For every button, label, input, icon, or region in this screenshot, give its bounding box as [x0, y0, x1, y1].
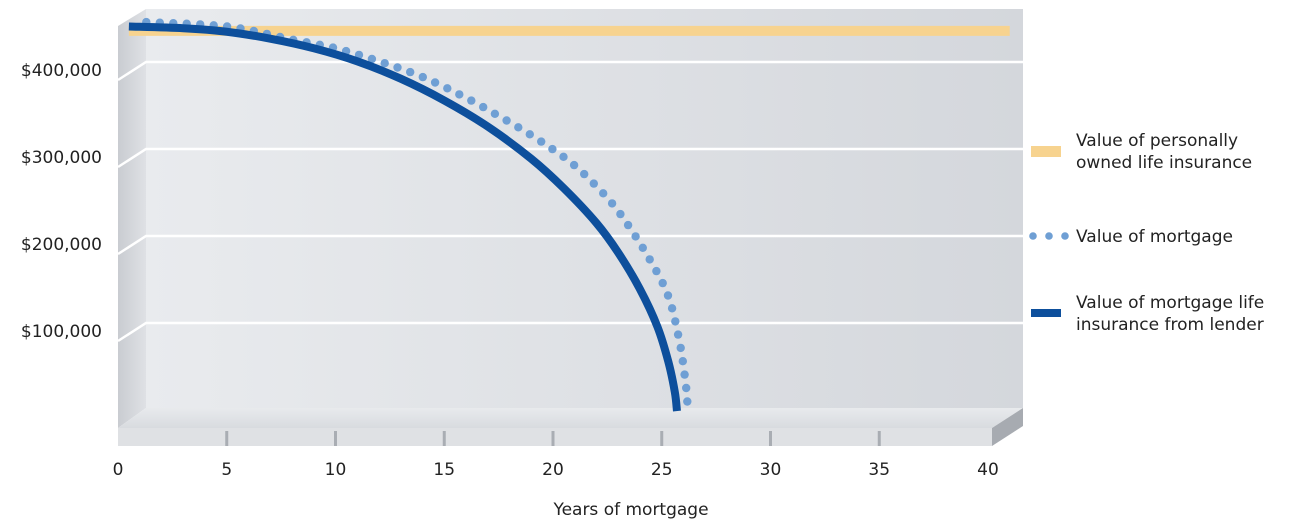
mortgage-value-dot — [599, 189, 608, 198]
floor-front-edge — [118, 428, 992, 446]
legend: Value of personally owned life insurance… — [1029, 131, 1270, 335]
mortgage-value-dot — [406, 67, 415, 77]
x-tick-label: 0 — [113, 460, 124, 480]
mortgage-value-dot — [678, 357, 687, 366]
legend-dot — [1045, 232, 1053, 240]
mortgage-value-dot — [479, 102, 488, 112]
mortgage-value-dot — [548, 144, 557, 154]
legend-item-personally-owned: Value of personally owned life insurance — [1031, 131, 1252, 173]
x-tick-label: 15 — [433, 460, 455, 480]
mortgage-value-dot — [430, 78, 440, 87]
mortgage-value-dot — [658, 278, 667, 288]
mortgage-value-dot — [673, 330, 683, 339]
legend-dot — [1029, 232, 1037, 240]
x-tick-label: 25 — [651, 460, 673, 480]
legend-label-personally-owned: Value of personally owned life insurance — [1076, 131, 1252, 173]
mortgage-value-dot — [537, 137, 546, 146]
gridlines — [117, 60, 1023, 343]
floor-right-edge — [992, 408, 1023, 446]
mortgage-value-dot — [502, 116, 511, 125]
legend-item-mortgage-life-insurance: Value of mortgage life insurance from le… — [1031, 293, 1270, 335]
legend-label-mortgage-life-insurance: Value of mortgage life insurance from le… — [1076, 293, 1270, 335]
y-tick-label: $400,000 — [21, 61, 102, 81]
mortgage-value-dot — [467, 96, 476, 105]
mortgage-value-dot — [676, 343, 685, 353]
y-axis: $100,000 $200,000 $300,000 $400,000 — [21, 61, 102, 342]
gridline-y-0 — [117, 321, 1023, 343]
mortgage-value-dot — [514, 123, 523, 132]
mortgage-value-dot — [652, 266, 661, 276]
legend-swatch-personally-owned — [1031, 146, 1061, 157]
legend-swatch-mortgage-life-insurance — [1031, 309, 1061, 317]
gridline-y-2 — [117, 147, 1023, 169]
mortgage-value-dot — [631, 232, 640, 241]
mortgage-value-dot — [418, 72, 427, 82]
mortgage-value-dot — [490, 109, 500, 119]
mortgage-value-dot — [667, 304, 677, 313]
mortgage-value-dot — [589, 179, 598, 188]
x-tick-label: 10 — [325, 460, 347, 480]
gridline-y-3 — [117, 60, 1023, 82]
series-line-mortgage-life-insurance — [128, 22, 681, 412]
x-tick-label: 30 — [760, 460, 782, 480]
mortgage-value-dot — [607, 199, 617, 208]
mortgage-value-dot — [559, 152, 568, 161]
series-group — [128, 17, 1010, 412]
x-tick-label: 35 — [868, 460, 890, 480]
mortgage-value-dot — [623, 220, 633, 230]
legend-label-mortgage: Value of mortgage — [1076, 227, 1233, 247]
mortgage-value-dot — [645, 255, 654, 264]
x-tick-label: 40 — [977, 460, 999, 480]
mortgage-value-dot — [525, 130, 534, 139]
x-axis: 0 5 10 15 20 25 30 35 40 — [113, 431, 999, 480]
floor — [118, 408, 1023, 428]
x-tick-label: 5 — [221, 460, 232, 480]
mortgage-value-dot — [663, 291, 673, 300]
mortgage-value-dot — [393, 63, 402, 72]
mortgage-value-dot — [616, 209, 625, 219]
y-tick-label: $200,000 — [21, 235, 102, 255]
mortgage-value-dot — [569, 160, 579, 170]
legend-dot — [1061, 232, 1069, 240]
x-tick-label: 20 — [542, 460, 564, 480]
mortgage-value-dot — [683, 397, 692, 406]
mortgage-value-dot — [367, 54, 377, 64]
mortgage-value-dot — [638, 243, 647, 252]
mortgage-value-dot — [455, 90, 464, 99]
y-tick-label: $300,000 — [21, 148, 102, 168]
left-wall — [118, 9, 146, 428]
legend-item-mortgage: Value of mortgage — [1029, 227, 1233, 247]
mortgage-value-dot — [680, 370, 689, 379]
x-axis-title: Years of mortgage — [552, 500, 708, 520]
plot-background — [118, 9, 1023, 446]
mortgage-value-dot — [682, 383, 691, 393]
mortgage-value-dot — [580, 169, 589, 179]
mortgage-value-dot — [380, 59, 389, 68]
y-tick-label: $100,000 — [21, 322, 102, 342]
mortgage-value-dot — [443, 84, 452, 93]
gridline-y-1 — [117, 234, 1023, 256]
mortgage-value-dot — [671, 317, 680, 326]
